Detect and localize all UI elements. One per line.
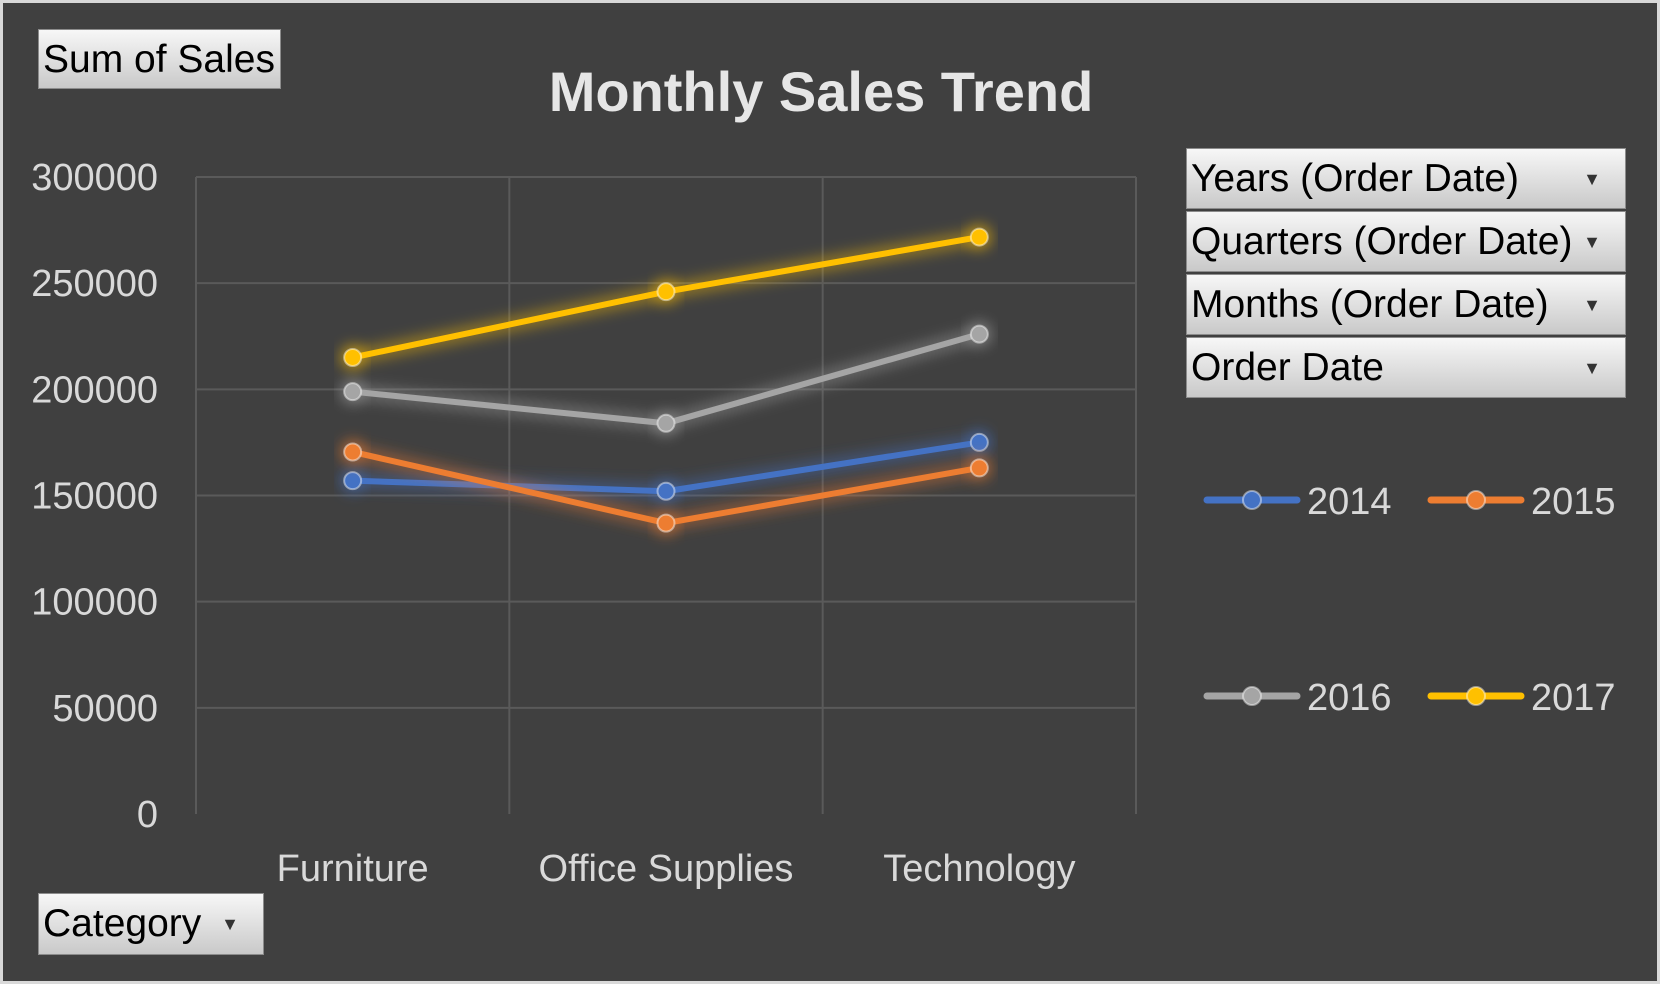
years-order-date-label: Years (Order Date) bbox=[1191, 157, 1520, 200]
months-order-date-filter-button[interactable]: Months (Order Date) ▼ bbox=[1186, 274, 1626, 335]
chart-title: Monthly Sales Trend bbox=[549, 60, 1094, 123]
order-date-label: Order Date bbox=[1191, 346, 1384, 389]
x-axis-ticks: Furniture Office Supplies Technology bbox=[277, 848, 1076, 890]
y-tick-label: 300000 bbox=[31, 157, 158, 199]
series-group bbox=[339, 224, 993, 537]
legend-marker bbox=[1466, 686, 1486, 706]
dropdown-arrow-icon: ▼ bbox=[1583, 295, 1601, 315]
legend-item-2015[interactable]: 2015 bbox=[1427, 481, 1616, 523]
category-label: Category bbox=[43, 902, 202, 945]
series-2016 bbox=[339, 321, 993, 437]
sum-of-sales-field-button[interactable]: Sum of Sales bbox=[38, 29, 281, 89]
data-point[interactable] bbox=[969, 432, 989, 452]
data-point[interactable] bbox=[656, 413, 676, 433]
y-tick-label: 100000 bbox=[31, 582, 158, 624]
legend-label: 2014 bbox=[1307, 481, 1392, 523]
data-point[interactable] bbox=[343, 471, 363, 491]
line-chart: Monthly Sales Trend 300000 250000 200000 15… bbox=[31, 60, 1616, 890]
y-tick-label: 250000 bbox=[31, 263, 158, 305]
series-2015 bbox=[339, 438, 993, 537]
x-tick-label: Furniture bbox=[277, 848, 429, 890]
legend-label: 2017 bbox=[1531, 677, 1616, 719]
data-point[interactable] bbox=[343, 347, 363, 367]
quarters-order-date-label: Quarters (Order Date) bbox=[1191, 220, 1573, 263]
years-order-date-filter-button[interactable]: Years (Order Date) ▼ bbox=[1186, 148, 1626, 209]
sum-of-sales-label: Sum of Sales bbox=[43, 38, 275, 81]
dropdown-arrow-icon: ▼ bbox=[1583, 232, 1601, 252]
series-2017 bbox=[339, 224, 993, 371]
y-tick-label: 150000 bbox=[31, 476, 158, 518]
category-filter-button[interactable]: Category ▼ bbox=[38, 893, 264, 955]
legend-marker bbox=[1466, 490, 1486, 510]
quarters-order-date-filter-button[interactable]: Quarters (Order Date) ▼ bbox=[1186, 211, 1626, 272]
legend: 2014 2015 2016 2017 bbox=[1203, 481, 1616, 719]
legend-label: 2016 bbox=[1307, 677, 1392, 719]
legend-item-2017[interactable]: 2017 bbox=[1427, 677, 1616, 719]
legend-marker bbox=[1242, 490, 1262, 510]
x-tick-label: Office Supplies bbox=[539, 848, 794, 890]
legend-label: 2015 bbox=[1531, 481, 1616, 523]
legend-item-2014[interactable]: 2014 bbox=[1203, 481, 1392, 523]
data-point[interactable] bbox=[969, 227, 989, 247]
y-axis-ticks: 300000 250000 200000 150000 100000 50000 0 bbox=[31, 157, 158, 836]
data-point[interactable] bbox=[343, 442, 363, 462]
months-order-date-label: Months (Order Date) bbox=[1191, 283, 1549, 326]
data-point[interactable] bbox=[656, 513, 676, 533]
order-date-filter-button[interactable]: Order Date ▼ bbox=[1186, 337, 1626, 398]
series-glow bbox=[345, 327, 987, 431]
legend-item-2016[interactable]: 2016 bbox=[1203, 677, 1392, 719]
data-point[interactable] bbox=[969, 324, 989, 344]
x-tick-label: Technology bbox=[883, 848, 1075, 890]
dropdown-arrow-icon: ▼ bbox=[1583, 358, 1601, 378]
series-2014 bbox=[339, 429, 993, 505]
dropdown-arrow-icon: ▼ bbox=[1583, 169, 1601, 189]
y-tick-label: 50000 bbox=[52, 688, 158, 730]
dropdown-arrow-icon: ▼ bbox=[221, 914, 239, 934]
data-point[interactable] bbox=[656, 282, 676, 302]
data-point[interactable] bbox=[343, 382, 363, 402]
legend-marker bbox=[1242, 686, 1262, 706]
data-point[interactable] bbox=[656, 481, 676, 501]
series-line bbox=[349, 331, 983, 427]
y-tick-label: 200000 bbox=[31, 369, 158, 411]
data-point[interactable] bbox=[969, 458, 989, 478]
y-tick-label: 0 bbox=[137, 794, 158, 836]
